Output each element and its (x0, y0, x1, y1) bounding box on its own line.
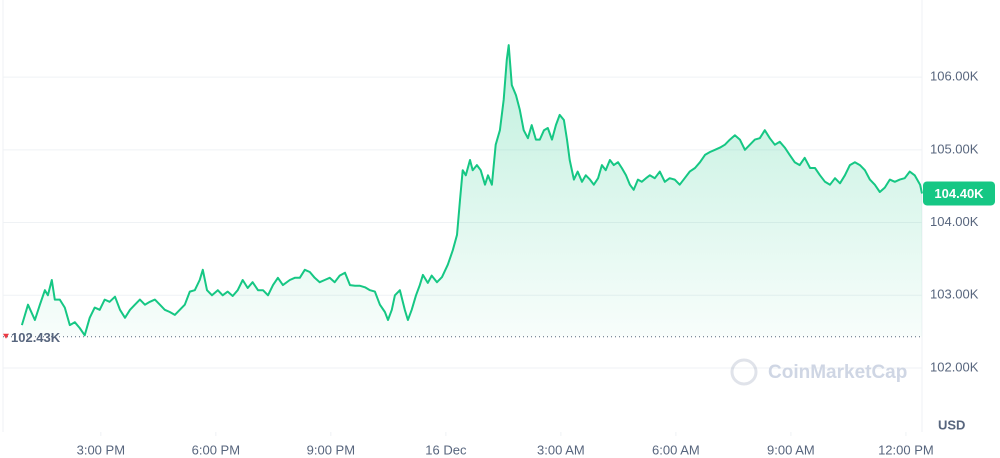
y-tick-label: 102.00K (930, 359, 979, 374)
x-tick-label: 12:00 PM (878, 442, 934, 457)
last-price-badge (923, 181, 995, 206)
watermark: CoinMarketCap (768, 362, 907, 383)
y-tick-label: 106.00K (930, 69, 979, 84)
y-axis-label: USD (938, 417, 965, 432)
price-area (21, 45, 922, 337)
y-tick-label: 103.00K (930, 287, 979, 302)
x-tick-label: 9:00 PM (307, 442, 355, 457)
open-price-label: 102.43K (11, 330, 61, 345)
y-tick-label: 105.00K (930, 141, 979, 156)
x-tick-label: 3:00 PM (77, 442, 125, 457)
open-price-marker (3, 333, 9, 339)
x-tick-label: 9:00 AM (767, 442, 815, 457)
x-tick-label: 3:00 AM (537, 442, 585, 457)
y-tick-label: 104.00K (930, 214, 979, 229)
watermark-logo (730, 358, 758, 386)
x-tick-label: 16 Dec (425, 442, 467, 457)
price-line (20, 44, 923, 337)
x-tick-label: 6:00 AM (652, 442, 700, 457)
x-tick-label: 6:00 PM (192, 442, 240, 457)
last-price-label: 104.40K (934, 186, 984, 201)
